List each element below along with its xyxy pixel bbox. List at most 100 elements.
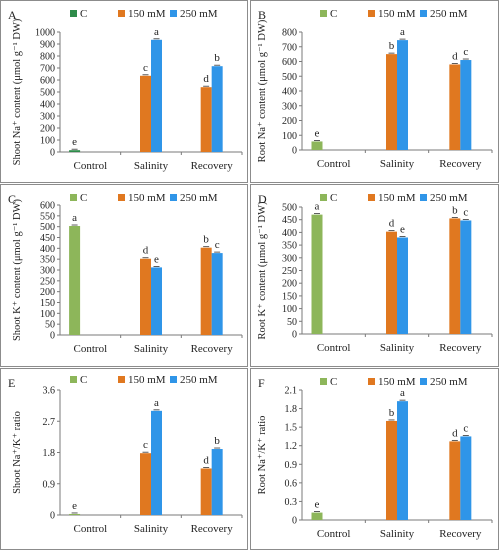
y-tick-label: 0	[50, 148, 55, 159]
y-tick-label: 100	[40, 309, 55, 320]
y-tick-label: 500	[40, 88, 55, 99]
legend-swatch	[368, 10, 375, 17]
significance-label: a	[400, 387, 405, 399]
significance-label: e	[154, 253, 159, 265]
y-tick-label: 200	[40, 287, 55, 298]
legend-label: 150 mM	[128, 374, 166, 386]
y-tick-label: 1.2	[285, 441, 298, 452]
y-axis-label: Shoot Na⁺/K⁺ ratio	[12, 411, 23, 494]
y-tick-label: 900	[40, 40, 55, 51]
bar-salinity-250	[151, 39, 162, 152]
panel-a: A C 150 mM 250 mM 01002003004005006007008009…	[0, 0, 248, 183]
significance-label: d	[203, 454, 209, 466]
bar-salinity-150	[140, 453, 151, 515]
y-tick-label: 600	[40, 76, 55, 87]
y-tick-label: 1.8	[43, 448, 56, 459]
legend: C 150 mM 250 mM	[320, 192, 468, 204]
y-tick-label: 450	[40, 233, 55, 244]
significance-label: d	[389, 218, 395, 230]
legend: C 150 mM 250 mM	[70, 192, 218, 204]
bar-salinity-250	[151, 410, 162, 515]
y-tick-label: 800	[282, 28, 297, 39]
bar-salinity-250	[397, 40, 408, 150]
legend-swatch	[70, 10, 77, 17]
bar-salinity-250	[151, 267, 162, 335]
y-tick-label: 0	[292, 146, 297, 157]
y-tick-label: 200	[40, 124, 55, 135]
bar-salinity-150	[140, 258, 151, 335]
legend-label: 250 mM	[180, 374, 218, 386]
x-tick-label: Recovery	[439, 342, 482, 354]
significance-label: b	[214, 435, 220, 447]
legend-swatch	[368, 194, 375, 201]
bar-recovery-250	[211, 253, 223, 335]
significance-label: c	[215, 239, 220, 251]
legend-swatch	[320, 10, 327, 17]
x-tick-label: Salinity	[380, 528, 415, 540]
bar-recovery-250	[460, 60, 472, 150]
legend: C 150 mM 250 mM	[320, 8, 468, 20]
bar-salinity-150	[386, 420, 397, 520]
legend-label: 150 mM	[128, 192, 166, 204]
panel-letter: D	[258, 192, 267, 206]
x-tick-label: Salinity	[134, 523, 169, 535]
panel-f: F C 150 mM 250 mM 0 0.3 0.6 0.9 1.2 1.5 1.8 2.1 Root…	[250, 368, 499, 550]
panel-letter: F	[258, 376, 265, 390]
x-tick-label: Salinity	[380, 158, 415, 170]
x-tick-label: Control	[74, 343, 108, 355]
y-tick-label: 100	[282, 304, 297, 315]
y-axis-label: Shoot Na⁺ content (μmol g⁻¹ DW)	[12, 18, 23, 165]
x-tick-label: Salinity	[134, 160, 169, 172]
significance-label: e	[72, 136, 77, 148]
y-tick-label: 500	[282, 203, 297, 214]
legend-label: C	[330, 192, 337, 204]
significance-label: e	[315, 127, 320, 139]
significance-label: b	[389, 407, 395, 419]
y-tick-label: 300	[282, 253, 297, 264]
y-tick-label: 0	[50, 331, 55, 342]
y-tick-label: 0	[292, 516, 297, 527]
y-tick-label: 500	[40, 222, 55, 233]
legend-label: 150 mM	[378, 192, 416, 204]
y-tick-label: 1000	[35, 28, 55, 39]
y-tick-label: 600	[40, 201, 55, 212]
x-tick-label: Recovery	[439, 158, 482, 170]
y-tick-label: 350	[282, 241, 297, 252]
legend-swatch	[320, 194, 327, 201]
legend: C 150 mM 250 mM	[70, 8, 218, 20]
significance-label: b	[389, 40, 395, 52]
legend-label: 250 mM	[180, 8, 218, 20]
y-tick-label: 0.3	[285, 497, 298, 508]
legend-swatch	[118, 376, 125, 383]
x-tick-label: Control	[317, 158, 351, 170]
y-tick-label: 400	[40, 100, 55, 111]
legend-label: C	[330, 376, 337, 388]
bar-salinity-150	[386, 231, 397, 334]
panel-letter: E	[8, 376, 15, 390]
legend-swatch	[420, 378, 427, 385]
legend-label: 150 mM	[378, 376, 416, 388]
significance-label: a	[154, 397, 159, 409]
y-tick-label: 50	[45, 320, 55, 331]
y-tick-label: 2.7	[43, 417, 56, 428]
y-tick-label: 350	[40, 255, 55, 266]
legend-label: C	[80, 192, 87, 204]
x-tick-label: Control	[317, 528, 351, 540]
y-axis-label: Root Na⁺/K⁺ ratio	[257, 416, 268, 495]
y-tick-label: 300	[40, 112, 55, 123]
significance-label: a	[154, 26, 159, 38]
legend-swatch	[70, 376, 77, 383]
x-tick-label: Control	[74, 160, 108, 172]
bar-control-c	[69, 513, 81, 515]
y-axis-label: Shoot K⁺ content (μmol g⁻¹ DW)	[12, 198, 23, 341]
bar-recovery-150	[200, 468, 212, 515]
legend-label: 150 mM	[378, 8, 416, 20]
significance-label: b	[203, 234, 209, 246]
legend-swatch	[420, 10, 427, 17]
y-tick-label: 200	[282, 116, 297, 127]
y-tick-label: 50	[287, 317, 297, 328]
y-tick-label: 400	[282, 228, 297, 239]
x-tick-label: Recovery	[191, 523, 234, 535]
significance-label: e	[315, 499, 320, 511]
